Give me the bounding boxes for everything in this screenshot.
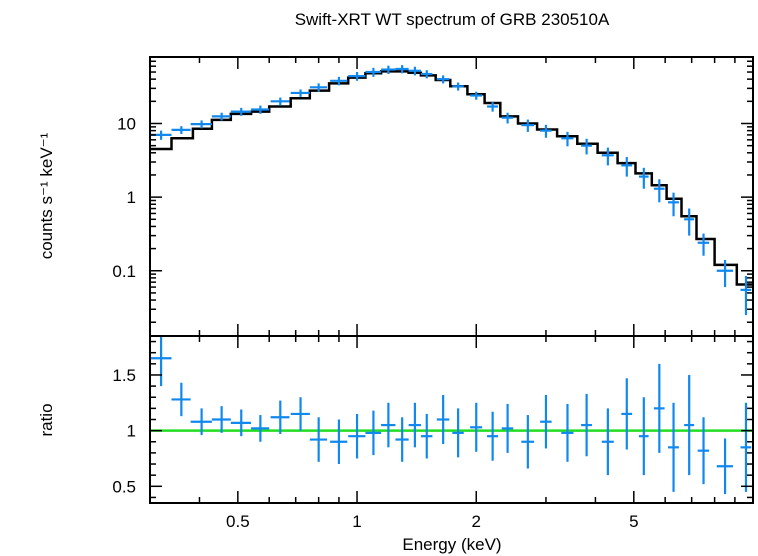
upper-ticks-layer: 0.1 1 10 [112, 56, 754, 336]
data-point [381, 65, 396, 75]
ratio-point [470, 402, 483, 452]
data-point [540, 124, 552, 138]
x-tick-label: 2 [472, 512, 481, 531]
y-tick-label: 1 [127, 188, 136, 207]
y-tick-label: 0.1 [112, 262, 136, 281]
upper-panel: 0.1 1 10 counts s⁻¹ keV⁻¹ [37, 56, 754, 337]
data-point [470, 91, 483, 100]
ratio-point [290, 397, 310, 431]
data-point [716, 259, 733, 288]
data-point [251, 105, 270, 114]
ratio-point [581, 393, 592, 457]
ratio-point [601, 408, 614, 476]
data-point [697, 233, 710, 256]
x-axis-label: Energy (keV) [402, 535, 501, 554]
ratio-point [621, 378, 633, 450]
ratio-point [365, 410, 382, 456]
x-tick-label: 1 [352, 512, 361, 531]
x-tick-label: 5 [629, 512, 638, 531]
y-tick-label: 1 [127, 422, 136, 441]
ratio-point [251, 415, 270, 442]
ratio-point [436, 395, 450, 444]
chart-title: Swift-XRT WT spectrum of GRB 230510A [295, 10, 610, 29]
ratio-point [540, 395, 552, 449]
lower-panel: 0.5 1 2 5 0.5 1 1.5 ratio Energy (keV) [37, 335, 754, 554]
data-point [601, 147, 614, 166]
data-point [330, 76, 348, 86]
ratio-point [150, 336, 172, 387]
data-point [211, 112, 231, 121]
data-point [309, 83, 328, 92]
ratio-point [330, 419, 348, 465]
lower-ticks-layer: 0.5 1 2 5 0.5 1 1.5 [112, 336, 754, 531]
data-point [290, 89, 310, 97]
data-point [667, 192, 679, 217]
y-tick-label: 10 [117, 114, 136, 133]
ratio-point [408, 402, 421, 448]
ratio-point [381, 402, 396, 448]
ratio-point [667, 402, 679, 492]
ratio-point [521, 415, 535, 469]
data-point [420, 70, 433, 79]
upper-y-axis-label: counts s⁻¹ keV⁻¹ [37, 132, 56, 259]
data-point [561, 131, 574, 147]
data-point [452, 82, 464, 91]
data-point [521, 119, 535, 132]
ratio-point [561, 403, 574, 462]
data-point [270, 97, 290, 106]
ratio-point [487, 411, 499, 461]
ratio-point [653, 363, 665, 453]
data-point [581, 138, 592, 155]
y-tick-label: 0.5 [112, 477, 136, 496]
ratio-point [171, 382, 191, 417]
ratio-point [638, 397, 649, 476]
data-point [190, 120, 212, 129]
ratio-point [211, 406, 231, 433]
upper-model-layer [150, 70, 753, 286]
ratio-point [348, 413, 366, 459]
data-point [365, 67, 382, 77]
data-point [171, 126, 191, 135]
data-point [638, 167, 649, 189]
data-point [395, 65, 409, 74]
ratio-point [716, 438, 733, 495]
ratio-point [452, 408, 464, 458]
model-step-line [150, 70, 753, 286]
data-point [487, 102, 499, 112]
data-point [653, 179, 665, 203]
x-tick-label: 0.5 [226, 512, 250, 531]
lower-y-axis-label: ratio [37, 403, 56, 436]
ratio-point [684, 374, 695, 476]
lower-data-layer [150, 336, 752, 495]
ratio-point [270, 400, 290, 434]
data-point [408, 66, 421, 76]
upper-plot-frame [149, 56, 754, 337]
data-point [621, 157, 633, 177]
data-point [501, 112, 514, 124]
ratio-point [501, 403, 514, 453]
data-point [684, 208, 695, 236]
ratio-point [697, 417, 710, 485]
ratio-point [740, 402, 752, 492]
data-point [436, 75, 450, 84]
upper-data-layer [150, 65, 752, 316]
data-point [230, 107, 252, 116]
ratio-point [395, 417, 409, 462]
data-point [348, 72, 366, 81]
data-point [740, 275, 752, 316]
ratio-point [420, 413, 433, 459]
ratio-point [190, 408, 212, 436]
ratio-point [230, 409, 252, 437]
ratio-point [309, 417, 328, 462]
y-tick-label: 1.5 [112, 366, 136, 385]
